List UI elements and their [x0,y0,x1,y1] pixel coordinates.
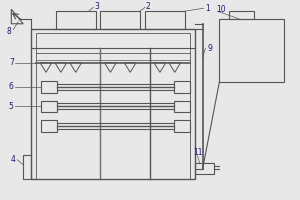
Text: 3: 3 [94,2,99,11]
Bar [41,81,57,93]
Bar [145,11,185,29]
Bar [100,11,140,29]
Bar [23,155,31,179]
Bar [31,29,195,179]
Text: 6: 6 [9,82,14,91]
Bar [219,19,284,82]
Bar [41,101,57,112]
Bar [36,33,190,179]
Text: 10: 10 [217,5,226,14]
Text: 4: 4 [11,155,16,164]
Bar [174,120,190,132]
Text: 11: 11 [193,148,202,157]
Text: 2: 2 [146,2,150,11]
Text: 8: 8 [7,27,12,36]
Bar [229,11,254,19]
Text: 5: 5 [9,102,14,111]
Bar [195,163,214,174]
Bar [174,81,190,93]
Bar [41,120,57,132]
Text: 7: 7 [9,58,14,67]
Bar [174,101,190,112]
Text: 1: 1 [205,4,210,13]
Bar [56,11,95,29]
Text: 9: 9 [207,44,212,53]
